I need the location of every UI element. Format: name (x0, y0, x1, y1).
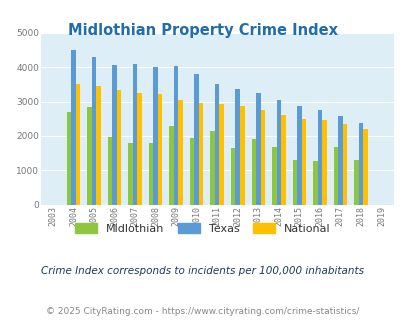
Bar (71, 50, 75, 205)
Bar (342, 124, 346, 205)
Bar (337, 116, 342, 205)
Bar (296, 107, 301, 205)
Bar (112, 65, 117, 205)
Bar (198, 103, 203, 205)
Bar (117, 90, 121, 205)
Bar (92, 57, 96, 205)
Bar (75, 84, 80, 205)
Bar (153, 67, 158, 205)
Bar (276, 100, 280, 205)
Bar (173, 66, 178, 205)
Bar (321, 120, 326, 205)
Bar (87, 107, 92, 205)
Bar (362, 129, 367, 205)
Bar (256, 93, 260, 205)
Bar (317, 110, 321, 205)
Text: © 2025 CityRating.com - https://www.cityrating.com/crime-statistics/: © 2025 CityRating.com - https://www.city… (46, 307, 359, 315)
Bar (333, 147, 337, 205)
Bar (149, 143, 153, 205)
Bar (178, 100, 183, 205)
Bar (137, 93, 141, 205)
Bar (271, 147, 276, 205)
Bar (230, 148, 235, 205)
Bar (66, 112, 71, 205)
Legend: Midlothian, Texas, National: Midlothian, Texas, National (75, 223, 330, 234)
Bar (210, 131, 214, 205)
Bar (280, 115, 285, 205)
Bar (169, 126, 173, 205)
Bar (107, 137, 112, 205)
Bar (235, 88, 239, 205)
Bar (219, 104, 224, 205)
Bar (214, 84, 219, 205)
Bar (132, 64, 137, 205)
Bar (358, 122, 362, 205)
Text: Midlothian Property Crime Index: Midlothian Property Crime Index (68, 23, 337, 38)
Bar (312, 161, 317, 205)
Bar (158, 94, 162, 205)
Bar (301, 119, 305, 205)
Bar (194, 74, 198, 205)
Bar (128, 143, 132, 205)
Bar (353, 160, 358, 205)
Bar (260, 110, 264, 205)
Bar (239, 106, 244, 205)
Bar (190, 138, 194, 205)
Bar (251, 139, 256, 205)
Bar (96, 86, 100, 205)
Text: Crime Index corresponds to incidents per 100,000 inhabitants: Crime Index corresponds to incidents per… (41, 266, 364, 276)
Bar (292, 160, 296, 205)
